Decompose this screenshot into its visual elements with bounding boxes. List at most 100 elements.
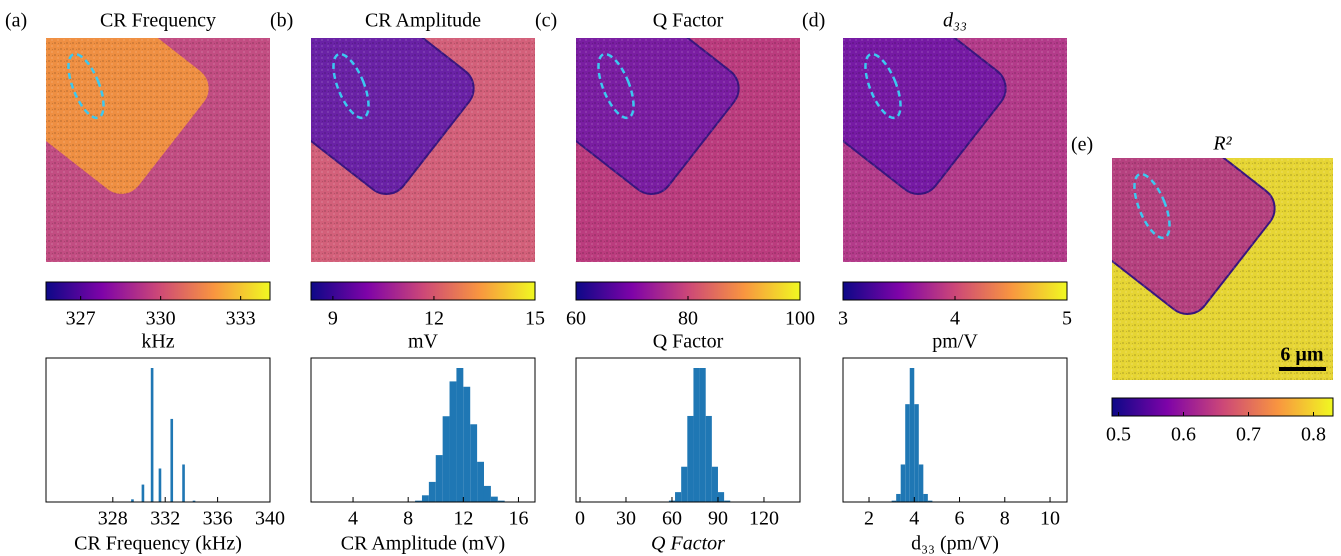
colorbar-tick-label: 327 (66, 308, 96, 330)
colorbar-tick-label: 0.7 (1236, 424, 1261, 446)
panel-title: CR Frequency (100, 10, 216, 32)
panel-title: CR Amplitude (365, 10, 481, 32)
histogram-bar (923, 493, 928, 502)
x-tick-label: 10 (1040, 508, 1060, 530)
histogram-bar (699, 368, 706, 502)
x-tick-label: 30 (616, 508, 636, 530)
histogram-frame (310, 357, 536, 503)
colorbar-tick-label: 5 (1062, 308, 1072, 330)
histogram-bar (150, 368, 154, 502)
panel-label: (d) (802, 10, 825, 32)
texture (311, 38, 535, 262)
histogram-bar (717, 492, 725, 502)
histogram-bar (687, 415, 694, 502)
histogram-frame (575, 357, 801, 503)
highlight-ellipse (597, 52, 635, 120)
texture (46, 38, 270, 262)
histogram-bar (896, 493, 901, 502)
panel-title: Q Factor (653, 10, 724, 32)
histogram-frame (45, 357, 271, 503)
highlight-ellipse (864, 52, 902, 120)
histogram-bar (918, 464, 924, 502)
panel-label: (a) (5, 10, 27, 32)
highlight-ellipse (332, 52, 370, 120)
histogram-bar (477, 461, 484, 502)
histogram-bar (182, 464, 185, 502)
x-tick-label: 2 (864, 508, 874, 530)
histogram-bar (428, 481, 436, 502)
colorbar (45, 281, 271, 301)
colorbar-unit: Q Factor (653, 331, 724, 353)
histogram-bar (442, 416, 450, 502)
map (843, 38, 1067, 262)
colorbar-unit: mV (408, 331, 439, 353)
map (311, 38, 535, 262)
x-tick-label: 4 (909, 508, 919, 530)
histogram-bar (900, 464, 906, 502)
panel-title: d₃₃ (943, 10, 967, 32)
colorbar-tick-label: 9 (328, 308, 338, 330)
colorbar-tick-label: 330 (146, 308, 176, 330)
histogram-frame (842, 357, 1068, 503)
colorbar-tick-label: 12 (424, 308, 444, 330)
highlight-ellipse (1133, 172, 1171, 240)
texture (576, 38, 800, 262)
colorbar-unit: pm/V (932, 331, 978, 353)
x-tick-label: 328 (98, 508, 128, 530)
x-tick-label: 8 (403, 508, 413, 530)
colorbar-unit: kHz (141, 331, 174, 353)
histogram-bar (490, 496, 498, 502)
colorbar-tick-label: 80 (678, 308, 698, 330)
x-axis-label: CR Frequency (kHz) (74, 533, 242, 555)
x-tick-label: 340 (255, 508, 285, 530)
x-tick-label: 336 (203, 508, 233, 530)
x-tick-label: 60 (662, 508, 682, 530)
histogram-bar (927, 500, 933, 502)
histogram-bar (141, 484, 145, 502)
colorbar-tick-label: 0.5 (1106, 424, 1131, 446)
histogram-bar (675, 492, 682, 502)
map (1112, 158, 1333, 380)
scale-bar-label: 6 µm (1280, 344, 1324, 366)
map (576, 38, 800, 262)
histogram-bar (470, 424, 478, 502)
histogram-bar (415, 500, 422, 502)
histogram-bar (705, 415, 712, 502)
colorbar-tick-label: 60 (566, 308, 586, 330)
x-axis-label: d₃₃ (pm/V) (911, 533, 999, 555)
x-tick-label: 16 (508, 508, 528, 530)
histogram-bar (724, 500, 731, 502)
highlight-ellipse (67, 52, 105, 120)
histogram-bar (909, 368, 915, 502)
histogram-bar (891, 500, 897, 502)
colorbar-tick-label: 0.6 (1171, 424, 1196, 446)
colorbar (310, 281, 536, 301)
histogram-bar (483, 485, 491, 502)
histogram-bar (681, 466, 688, 502)
panel-title: R² (1212, 133, 1232, 155)
histogram-bar (131, 499, 134, 502)
histogram-bar (421, 495, 429, 502)
histogram-bar (905, 404, 910, 502)
colorbar-tick-label: 3 (838, 308, 848, 330)
histogram-bar (693, 368, 700, 502)
x-tick-label: 12 (453, 508, 473, 530)
colorbar-tick-label: 4 (950, 308, 960, 330)
histogram-bar (170, 418, 174, 502)
histogram-bar (497, 500, 505, 502)
texture (843, 38, 1067, 262)
x-tick-label: 0 (575, 508, 585, 530)
x-tick-label: 4 (348, 508, 358, 530)
panel-label: (b) (270, 10, 293, 32)
x-tick-label: 90 (708, 508, 728, 530)
x-tick-label: 332 (150, 508, 180, 530)
histogram-bar (158, 468, 162, 502)
panel-label: (c) (535, 10, 557, 32)
x-tick-label: 8 (1000, 508, 1010, 530)
texture (1112, 158, 1333, 380)
histogram-bar (449, 381, 457, 502)
colorbar-tick-label: 15 (525, 308, 545, 330)
x-axis-label: Q Factor (651, 533, 725, 555)
x-axis-label: CR Amplitude (mV) (341, 533, 505, 555)
